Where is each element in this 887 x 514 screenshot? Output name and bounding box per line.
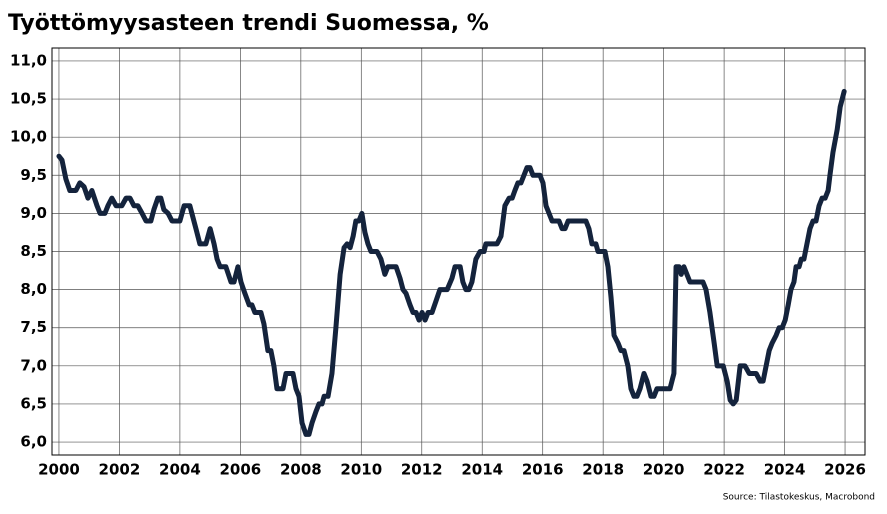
x-tick-label: 2010 — [340, 461, 382, 479]
x-tick-label: 2024 — [764, 461, 806, 479]
y-tick-label: 9,0 — [20, 204, 47, 222]
y-tick-label: 8,0 — [20, 280, 47, 298]
x-tick-label: 2002 — [99, 461, 141, 479]
x-tick-label: 2000 — [38, 461, 80, 479]
y-tick-label: 11,0 — [10, 51, 47, 69]
x-tick-label: 2006 — [219, 461, 261, 479]
x-tick-label: 2022 — [703, 461, 745, 479]
y-tick-label: 9,5 — [20, 166, 47, 184]
source-note: Source: Tilastokeskus, Macrobond — [723, 493, 875, 503]
y-tick-label: 10,5 — [10, 90, 47, 108]
y-tick-label: 7,0 — [20, 356, 47, 374]
x-tick-label: 2012 — [401, 461, 443, 479]
y-tick-label: 6,5 — [20, 394, 47, 412]
x-tick-label: 2016 — [522, 461, 564, 479]
y-tick-label: 6,0 — [20, 433, 47, 451]
x-tick-label: 2018 — [582, 461, 624, 479]
x-tick-label: 2026 — [824, 461, 866, 479]
x-tick-label: 2008 — [280, 461, 322, 479]
x-tick-label: 2020 — [643, 461, 685, 479]
y-tick-label: 10,0 — [10, 128, 47, 146]
data-line — [56, 88, 847, 437]
x-tick-label: 2014 — [461, 461, 503, 479]
chart-title: Työttömyysasteen trendi Suomessa, % — [8, 11, 489, 36]
plot-frame — [51, 47, 866, 456]
y-tick-label: 8,5 — [20, 242, 47, 260]
x-tick-label: 2004 — [159, 461, 201, 479]
y-tick-label: 7,5 — [20, 318, 47, 336]
